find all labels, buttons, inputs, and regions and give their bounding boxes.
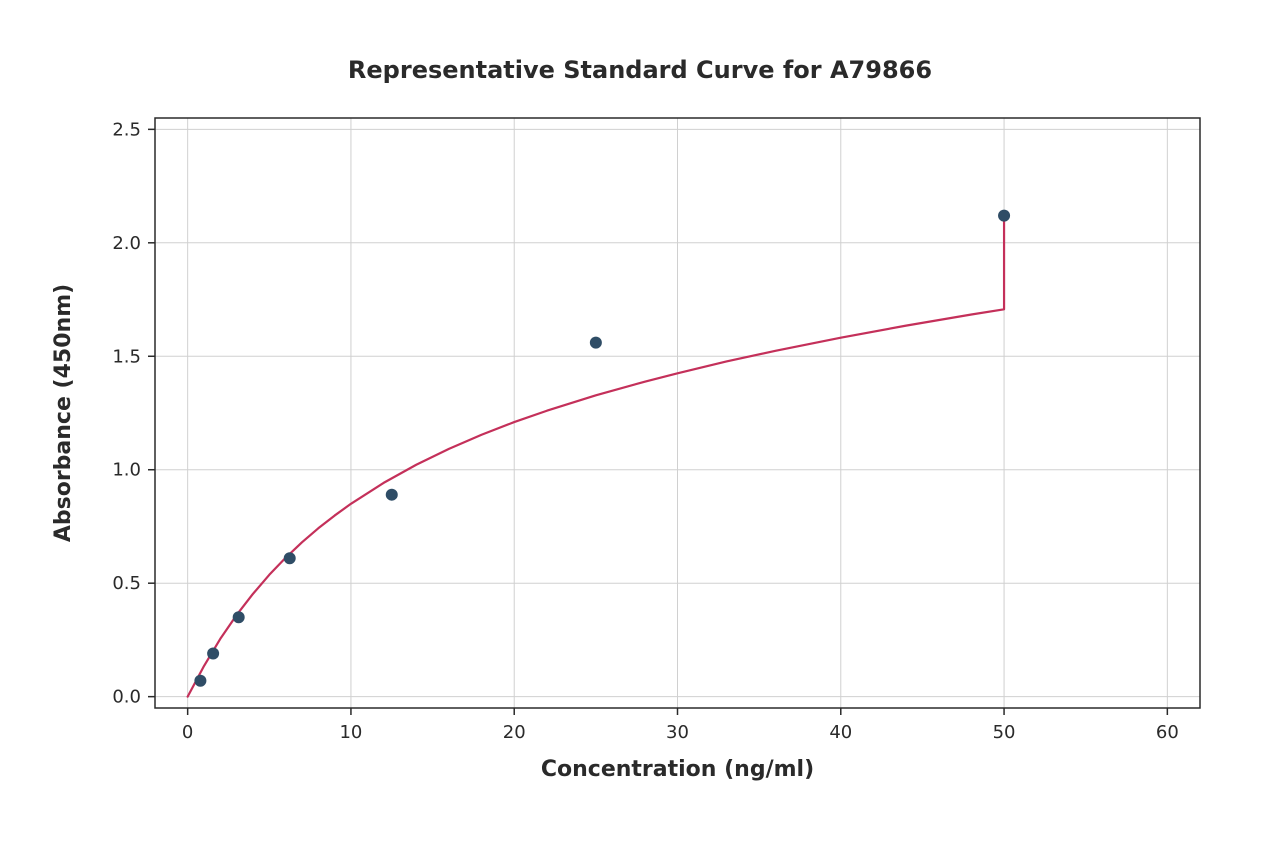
y-tick-label: 0.5 xyxy=(112,573,141,594)
data-point xyxy=(590,337,602,349)
data-point xyxy=(386,489,398,501)
data-point xyxy=(233,611,245,623)
y-tick-label: 2.5 xyxy=(112,119,141,140)
chart-container: Representative Standard Curve for A79866… xyxy=(0,0,1280,845)
x-tick-label: 50 xyxy=(993,722,1016,743)
y-axis-ticks: 0.0 0.5 1.0 1.5 2.0 2.5 xyxy=(112,119,155,707)
x-tick-label: 0 xyxy=(182,722,193,743)
x-tick-label: 10 xyxy=(339,722,362,743)
y-tick-label: 1.0 xyxy=(112,460,141,481)
y-tick-label: 1.5 xyxy=(112,346,141,367)
x-axis-label: Concentration (ng/ml) xyxy=(541,757,814,782)
data-point xyxy=(284,552,296,564)
x-tick-label: 40 xyxy=(829,722,852,743)
data-point xyxy=(194,675,206,687)
x-tick-label: 30 xyxy=(666,722,689,743)
data-point xyxy=(998,210,1010,222)
y-axis-label: Absorbance (450nm) xyxy=(51,284,76,542)
x-axis-ticks: 0 10 20 30 40 50 60 xyxy=(182,708,1179,743)
standard-curve-chart: Representative Standard Curve for A79866… xyxy=(0,0,1280,845)
x-tick-label: 60 xyxy=(1156,722,1179,743)
chart-title: Representative Standard Curve for A79866 xyxy=(348,56,932,84)
y-tick-label: 0.0 xyxy=(112,687,141,708)
data-point xyxy=(207,648,219,660)
y-tick-label: 2.0 xyxy=(112,233,141,254)
x-tick-label: 20 xyxy=(503,722,526,743)
